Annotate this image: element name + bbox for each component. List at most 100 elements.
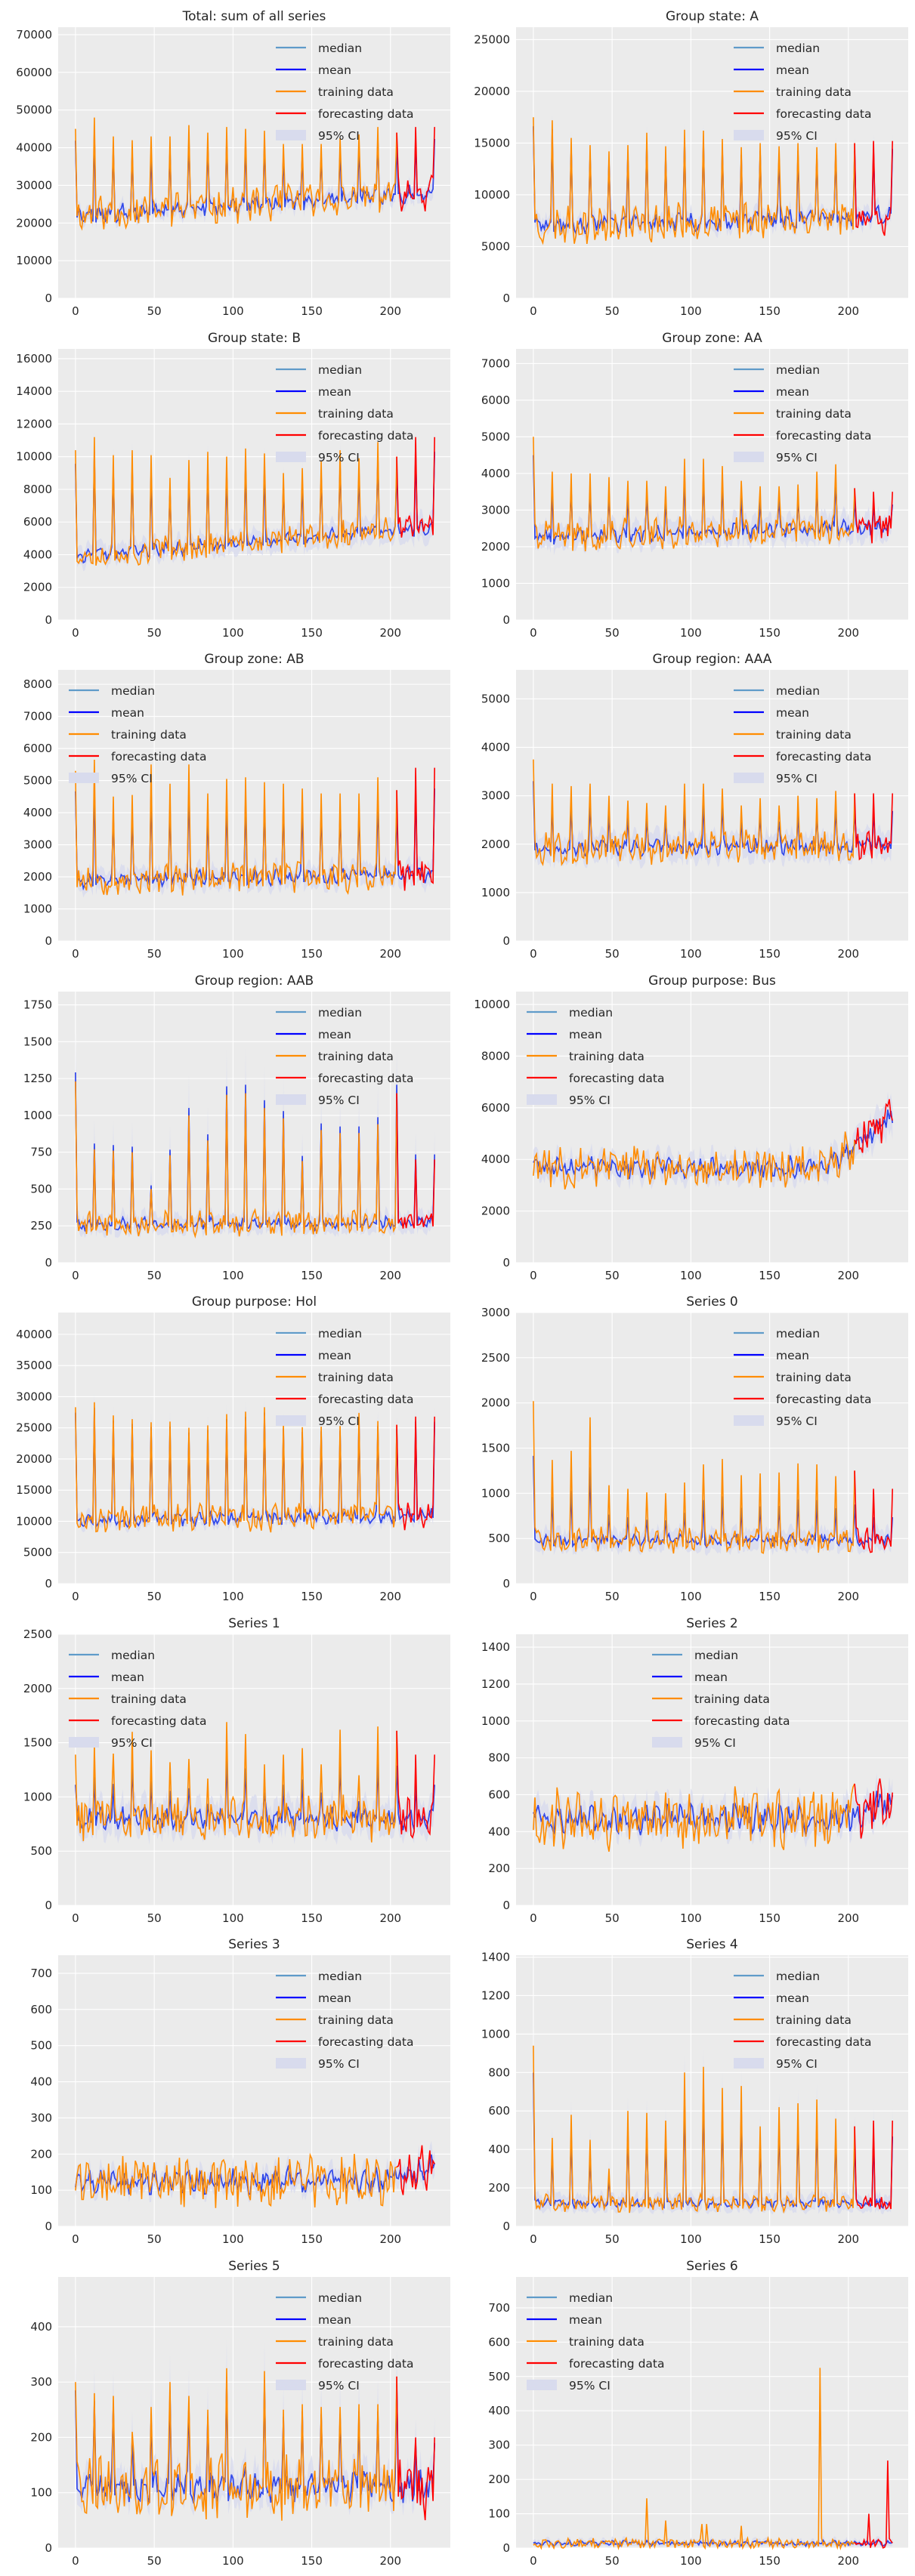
chart-title: Series 5: [228, 2259, 280, 2274]
legend-label: 95% CI: [694, 1736, 736, 1750]
y-tick-label: 800: [488, 1751, 510, 1764]
y-tick-label: 100: [30, 2485, 52, 2499]
x-tick-label: 100: [222, 947, 244, 961]
legend-label: training data: [776, 85, 852, 99]
y-tick-label: 5000: [481, 239, 510, 253]
chart-svg: Total: sum of all series 0 10000 20000 30000…: [16, 9, 450, 318]
x-tick-label: 150: [759, 2232, 781, 2246]
y-tick-label: 10000: [474, 998, 510, 1011]
y-tick-label: 2000: [23, 870, 52, 884]
legend-label: training data: [318, 2013, 394, 2027]
training-data-line: [75, 1081, 397, 1239]
median-line: [533, 1455, 893, 1548]
chart-title: Group region: AAB: [195, 973, 314, 989]
training-data-line: [533, 2045, 855, 2214]
chart-panel: Group region: AAA 0 1000 2000 3000 4000 5000 0 5…: [458, 643, 915, 964]
y-tick-label: 5000: [481, 692, 510, 705]
legend-label: 95% CI: [318, 129, 360, 143]
y-tick-label: 0: [502, 2541, 510, 2555]
x-tick-label: 150: [301, 947, 323, 961]
legend-label: 95% CI: [318, 2057, 360, 2071]
legend-label: mean: [776, 1349, 809, 1362]
y-tick-label: 1500: [23, 1035, 52, 1048]
legend-label: mean: [318, 1991, 351, 2005]
legend-label: forecasting data: [776, 107, 872, 121]
legend-label: median: [694, 1649, 738, 1662]
x-tick-label: 50: [605, 304, 620, 318]
legend-swatch: [276, 1415, 306, 1426]
x-tick-label: 50: [147, 2554, 162, 2568]
y-tick-label: 800: [488, 2065, 510, 2079]
y-tick-label: 2000: [481, 539, 510, 553]
x-tick-label: 50: [605, 947, 620, 961]
legend-label: forecasting data: [776, 429, 872, 443]
y-tick-label: 400: [30, 2319, 52, 2333]
legend: median mean training data forecasting data 9…: [652, 1649, 790, 1750]
chart-panel: Series 3 0 100 200 300 400 500 600 700 0 50 100 150 2…: [0, 1928, 457, 2250]
y-tick-label: 70000: [16, 28, 52, 42]
y-tick-label: 0: [502, 1256, 510, 1269]
legend-label: median: [776, 1970, 820, 1983]
legend-label: median: [776, 1327, 820, 1340]
x-tick-label: 100: [222, 304, 244, 318]
legend-label: 95% CI: [776, 2057, 818, 2071]
y-tick-label: 700: [488, 2300, 510, 2314]
plot-area: [516, 1955, 908, 2226]
legend-label: 95% CI: [776, 1414, 818, 1428]
training-data-line: [75, 759, 397, 896]
forecasting-data-line: [854, 2460, 893, 2549]
y-tick-label: 6000: [23, 742, 52, 755]
median-line: [75, 2377, 435, 2504]
x-tick-label: 150: [759, 1269, 781, 1282]
plot-area: [516, 670, 908, 941]
x-tick-label: 100: [222, 1269, 244, 1282]
forecasting-data-line: [854, 1778, 893, 1839]
legend-label: 95% CI: [318, 1094, 360, 1107]
y-tick-label: 0: [502, 2220, 510, 2233]
chart-svg: Group state: A 0 5000 10000 15000 20000 25000 0…: [474, 9, 908, 318]
forecasting-data-line: [854, 2120, 893, 2210]
y-tick-label: 0: [502, 292, 510, 305]
legend-label: median: [318, 363, 362, 377]
y-tick-label: 0: [502, 1577, 510, 1590]
y-tick-label: 10000: [16, 1514, 52, 1528]
y-tick-label: 25000: [474, 32, 510, 46]
legend-swatch: [69, 773, 99, 783]
x-tick-label: 50: [605, 1269, 620, 1282]
median-line: [75, 1758, 435, 1831]
y-tick-label: 600: [30, 2003, 52, 2016]
y-tick-label: 300: [30, 2375, 52, 2389]
legend-label: training data: [318, 1371, 394, 1384]
y-tick-label: 1200: [481, 1988, 510, 2002]
legend-label: training data: [776, 2013, 852, 2027]
chart-svg: Group region: AAA 0 1000 2000 3000 4000 5000 0 5…: [481, 652, 908, 961]
x-tick-label: 150: [759, 304, 781, 318]
legend-label: forecasting data: [569, 2357, 665, 2371]
legend-label: forecasting data: [569, 1072, 665, 1085]
chart-panel: Series 4 0 200 400 600 800 1000 1200 1400 0 50 100 1…: [458, 1928, 915, 2250]
legend-label: median: [318, 1006, 362, 1020]
x-tick-label: 100: [222, 2554, 244, 2568]
y-tick-label: 200: [30, 2147, 52, 2161]
legend-swatch: [652, 1736, 682, 1748]
y-tick-label: 7000: [481, 356, 510, 370]
y-tick-label: 600: [488, 2335, 510, 2349]
x-tick-label: 150: [301, 1590, 323, 1603]
legend-label: forecasting data: [318, 429, 414, 443]
chart-svg: Series 0 0 500 1000 1500 2000 2500 3000 0 50 100 15…: [481, 1294, 908, 1603]
x-tick-label: 0: [72, 2232, 79, 2246]
legend-label: training data: [569, 1050, 645, 1063]
y-tick-label: 4000: [23, 548, 52, 561]
y-tick-label: 40000: [16, 1328, 52, 1341]
chart-panel: Group region: AAB 0 250 500 750 1000 1250 1500 1…: [0, 964, 457, 1286]
y-tick-label: 1000: [481, 2027, 510, 2041]
y-tick-label: 0: [502, 934, 510, 948]
legend-label: mean: [776, 63, 809, 77]
y-tick-label: 25000: [16, 1421, 52, 1435]
ci-band: [75, 2339, 435, 2516]
y-tick-label: 5000: [23, 774, 52, 788]
y-tick-label: 0: [45, 292, 52, 305]
y-tick-label: 400: [488, 1825, 510, 1838]
y-tick-label: 20000: [474, 85, 510, 98]
